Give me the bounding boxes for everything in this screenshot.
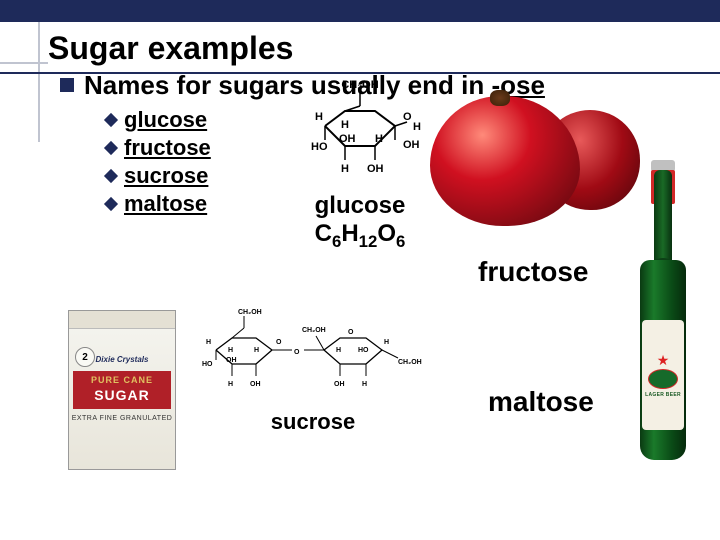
h-label: H	[254, 347, 259, 354]
oh-label: OH	[339, 133, 356, 145]
glucose-hexagon-icon: CH₂OH O H H H OH H OH HO H OH	[285, 76, 435, 196]
fructose-caption: fructose	[478, 256, 588, 288]
ho-label: HO	[311, 141, 328, 153]
h-label: H	[413, 121, 421, 133]
glucose-name: glucose	[315, 192, 406, 219]
oh-label: OH	[367, 163, 384, 175]
sucrose-structure: CH₂OH O H H OH H HO H OH O H O H HO OH H…	[198, 300, 428, 435]
star-icon: ★	[657, 352, 670, 369]
bottle-neck	[654, 170, 672, 270]
sucrose-diagram-icon: CH₂OH O H H OH H HO H OH O H O H HO OH H…	[198, 300, 428, 410]
ho-label: HO	[202, 361, 213, 368]
ch2oh-label: CH₂OH	[341, 79, 378, 91]
diamond-bullet-icon	[104, 113, 118, 127]
title-region: Sugar examples	[0, 22, 720, 67]
h-label: H	[228, 381, 233, 388]
h-label: H	[362, 381, 367, 388]
beer-bottle-image: ★ LAGER BEER	[634, 140, 692, 460]
formula-sub: 6	[332, 231, 341, 250]
sub-bullet-label: fructose	[124, 135, 211, 161]
formula-sub: 6	[396, 231, 405, 250]
diamond-bullet-icon	[104, 197, 118, 211]
title-rule-horizontal-short	[0, 62, 48, 64]
h-label: H	[384, 339, 389, 346]
maltose-caption: maltose	[488, 386, 594, 418]
h-label: H	[375, 133, 383, 145]
slide-title: Sugar examples	[48, 30, 720, 67]
bag-line1: PURE CANE	[69, 375, 175, 385]
h-label: H	[315, 111, 323, 123]
square-bullet-icon	[60, 78, 74, 92]
h-label: H	[336, 347, 341, 354]
ch2oh-label: CH₂OH	[398, 359, 422, 366]
oh-label: OH	[334, 381, 345, 388]
ch2oh-label: CH₂OH	[238, 309, 262, 316]
glucose-caption: glucose C6H12O6	[280, 192, 440, 251]
sugar-bag-image: 2 Dixie Crystals PURE CANE SUGAR EXTRA F…	[68, 310, 176, 470]
ch2oh-label: CH₂OH	[302, 327, 326, 334]
bag-brand: Dixie Crystals	[69, 355, 175, 364]
title-rule-vertical	[38, 22, 40, 142]
diamond-bullet-icon	[104, 141, 118, 155]
o-label: O	[294, 349, 300, 356]
formula-o: O	[377, 220, 396, 247]
bag-subline: EXTRA FINE GRANULATED	[69, 415, 175, 422]
diamond-bullet-icon	[104, 169, 118, 183]
h-label: H	[341, 163, 349, 175]
ring-o-label: O	[403, 111, 412, 123]
oh-label: OH	[226, 357, 237, 364]
o-label: O	[276, 339, 282, 346]
top-accent-bar	[0, 0, 720, 22]
sub-bullet-label: sucrose	[124, 163, 208, 189]
h-label: H	[228, 347, 233, 354]
oh-label: OH	[250, 381, 261, 388]
h-label: H	[206, 339, 211, 346]
glucose-structure: CH₂OH O H H H OH H OH HO H OH glucose C6…	[280, 76, 440, 251]
formula-c: C	[315, 220, 332, 247]
formula-sub: 12	[359, 231, 378, 250]
sucrose-caption: sucrose	[198, 409, 428, 435]
oh-label: OH	[403, 139, 420, 151]
bag-line2: SUGAR	[69, 387, 175, 403]
sub-bullet-label: glucose	[124, 107, 207, 133]
bag-flap	[69, 311, 175, 329]
formula-h: H	[341, 220, 358, 247]
sub-bullet-label: maltose	[124, 191, 207, 217]
bottle-label: ★ LAGER BEER	[642, 320, 684, 430]
bottle-label-text: LAGER BEER	[645, 393, 681, 399]
o-label: O	[348, 329, 354, 336]
bottle-brand-oval	[648, 369, 678, 389]
ho-label: HO	[358, 347, 369, 354]
h-label: H	[341, 119, 349, 131]
